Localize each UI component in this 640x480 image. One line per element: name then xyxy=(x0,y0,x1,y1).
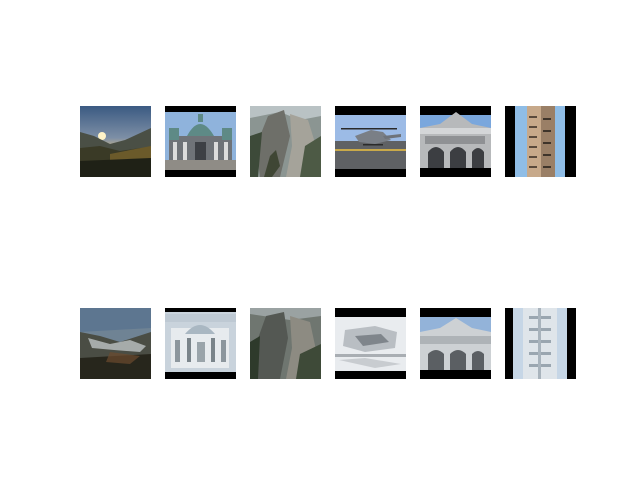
original-image-helicopter-on-tarmac xyxy=(335,106,406,177)
original-image-tall-building xyxy=(505,106,576,177)
reconstructed-image-helicopter-on-tarmac xyxy=(335,308,406,379)
reconstructed-image-tall-building xyxy=(505,308,576,379)
reconstructed-image-rocky-cliffs xyxy=(250,308,321,379)
reconstructed-image-gothic-facade xyxy=(420,308,491,379)
original-image-gothic-facade xyxy=(420,106,491,177)
original-image-rocky-cliffs xyxy=(250,106,321,177)
reconstructed-image-cathedral-dome xyxy=(165,308,236,379)
original-image-valley-sunset xyxy=(80,106,151,177)
reconstructed-image-valley-sunset xyxy=(80,308,151,379)
original-image-cathedral-dome xyxy=(165,106,236,177)
